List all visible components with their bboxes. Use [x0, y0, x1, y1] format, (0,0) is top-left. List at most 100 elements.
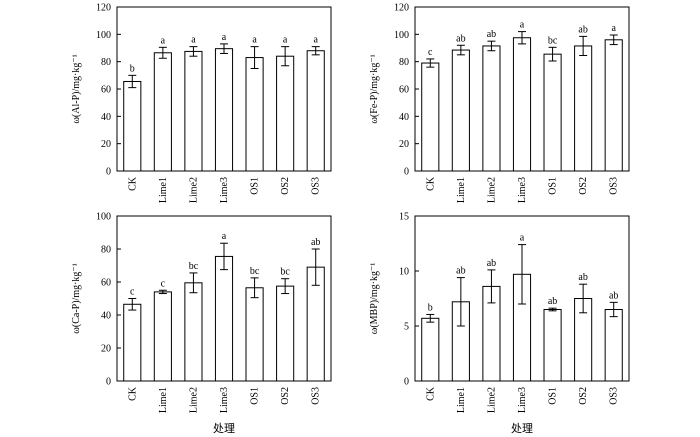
- significance-label: b: [428, 302, 433, 313]
- x-axis-title-right: 处理: [511, 422, 533, 435]
- bar-lime2: [482, 45, 501, 172]
- chart-panel-2: 0 20 40 60 80 100 120 ω(Fe-P)/mg·kg⁻¹ c CK ab Lime1…: [369, 3, 630, 203]
- x-tick-label: Lime2: [486, 387, 497, 413]
- x-tick-label: CK: [425, 386, 436, 401]
- y-axis-title: ω(Ca-P)/mg·kg⁻¹: [71, 263, 82, 333]
- x-tick-label: OS3: [311, 387, 322, 405]
- x-tick-label: OS1: [250, 387, 261, 405]
- significance-label: a: [283, 35, 288, 46]
- bar-lime1: [451, 49, 470, 172]
- y-tick-label: 120: [96, 3, 111, 14]
- bar-os3: [306, 50, 325, 172]
- y-axis-title: ω(MBP)/mg·kg⁻¹: [369, 263, 380, 335]
- y-tick-label: 100: [394, 30, 409, 41]
- x-tick-label: Lime2: [486, 177, 497, 203]
- x-tick-label: OS2: [280, 387, 291, 405]
- x-tick-label: Lime1: [456, 387, 467, 413]
- significance-label: a: [222, 231, 227, 242]
- x-tick-label: OS2: [280, 177, 291, 195]
- bar-ck: [123, 80, 142, 172]
- significance-label: a: [252, 35, 257, 46]
- y-tick-label: 10: [399, 267, 409, 278]
- significance-label: c: [428, 47, 433, 58]
- significance-label: a: [191, 35, 196, 46]
- x-tick-label: Lime1: [158, 177, 169, 203]
- bar-os1: [543, 309, 562, 382]
- significance-label: ab: [487, 258, 496, 269]
- y-tick-label: 5: [404, 322, 409, 333]
- chart-panel-3: 0 20 40 60 80 100 ω(Ca-P)/mg·kg⁻¹ c CK c Lime1 bc Li…: [71, 212, 332, 413]
- y-tick-label: 0: [404, 377, 409, 388]
- bar-lime1: [153, 52, 172, 172]
- significance-label: c: [130, 287, 135, 298]
- bar-lime1: [153, 291, 172, 382]
- chart-panel-1: 0 20 40 60 80 100 120 ω(Al-P)/mg·kg⁻¹ b CK a Lime1 a…: [71, 3, 332, 203]
- chart-panel-4: 0 5 10 15 ω(MBP)/mg·kg⁻¹ b CK ab Lime1 ab Lime2 a Li…: [369, 212, 630, 413]
- y-tick-label: 0: [106, 167, 111, 178]
- bar-os2: [276, 285, 295, 382]
- significance-label: bc: [250, 266, 260, 277]
- significance-label: a: [222, 32, 227, 43]
- y-tick-label: 40: [399, 112, 409, 123]
- y-tick-label: 80: [101, 245, 111, 256]
- x-tick-label: CK: [127, 176, 138, 191]
- y-tick-label: 120: [394, 3, 409, 14]
- x-tick-label: Lime3: [219, 387, 230, 413]
- significance-label: b: [130, 63, 135, 74]
- x-tick-label: OS2: [578, 387, 589, 405]
- x-tick-label: Lime3: [219, 177, 230, 203]
- significance-label: ab: [578, 24, 587, 35]
- significance-label: ab: [487, 29, 496, 40]
- significance-label: ab: [578, 272, 587, 283]
- significance-label: a: [520, 20, 525, 31]
- x-tick-label: OS1: [548, 177, 559, 195]
- y-tick-label: 0: [106, 377, 111, 388]
- y-tick-label: 60: [101, 278, 111, 289]
- y-tick-label: 60: [101, 85, 111, 96]
- significance-label: ab: [456, 33, 465, 44]
- y-axis-title: ω(Fe-P)/mg·kg⁻¹: [369, 54, 380, 123]
- x-tick-label: OS2: [578, 177, 589, 195]
- x-tick-label: Lime1: [158, 387, 169, 413]
- y-tick-label: 20: [101, 139, 111, 150]
- y-tick-label: 15: [399, 212, 409, 223]
- x-tick-label: CK: [425, 176, 436, 191]
- x-tick-label: CK: [127, 386, 138, 401]
- significance-label: a: [520, 233, 525, 244]
- bar-os3: [604, 309, 623, 382]
- significance-label: bc: [548, 35, 558, 46]
- x-tick-label: OS1: [548, 387, 559, 405]
- significance-label: a: [161, 35, 166, 46]
- y-tick-label: 100: [96, 30, 111, 41]
- y-tick-label: 40: [101, 311, 111, 322]
- x-tick-label: OS1: [250, 177, 261, 195]
- bar-lime3: [214, 255, 234, 382]
- y-tick-label: 0: [404, 167, 409, 178]
- y-tick-label: 80: [399, 57, 409, 68]
- significance-label: c: [161, 278, 166, 289]
- x-axis-title-left: 处理: [213, 422, 235, 435]
- bar-lime3: [214, 48, 234, 172]
- significance-label: bc: [189, 261, 199, 272]
- bar-lime3: [512, 37, 532, 172]
- x-tick-label: Lime1: [456, 177, 467, 203]
- x-tick-label: OS3: [609, 177, 620, 195]
- y-tick-label: 100: [96, 212, 111, 223]
- x-tick-label: OS3: [609, 387, 620, 405]
- bar-ck: [421, 317, 440, 382]
- bar-os1: [543, 53, 562, 172]
- significance-label: bc: [280, 267, 290, 278]
- x-tick-label: Lime2: [188, 387, 199, 413]
- bar-lime2: [184, 50, 203, 172]
- bar-lime2: [184, 282, 203, 382]
- significance-label: a: [313, 35, 318, 46]
- bar-ck: [421, 62, 440, 172]
- bar-os2: [276, 55, 295, 172]
- y-axis-title: ω(Al-P)/mg·kg⁻¹: [71, 54, 82, 123]
- y-tick-label: 80: [101, 57, 111, 68]
- x-tick-label: OS3: [311, 177, 322, 195]
- bar-os1: [245, 57, 264, 172]
- bar-os3: [604, 39, 623, 172]
